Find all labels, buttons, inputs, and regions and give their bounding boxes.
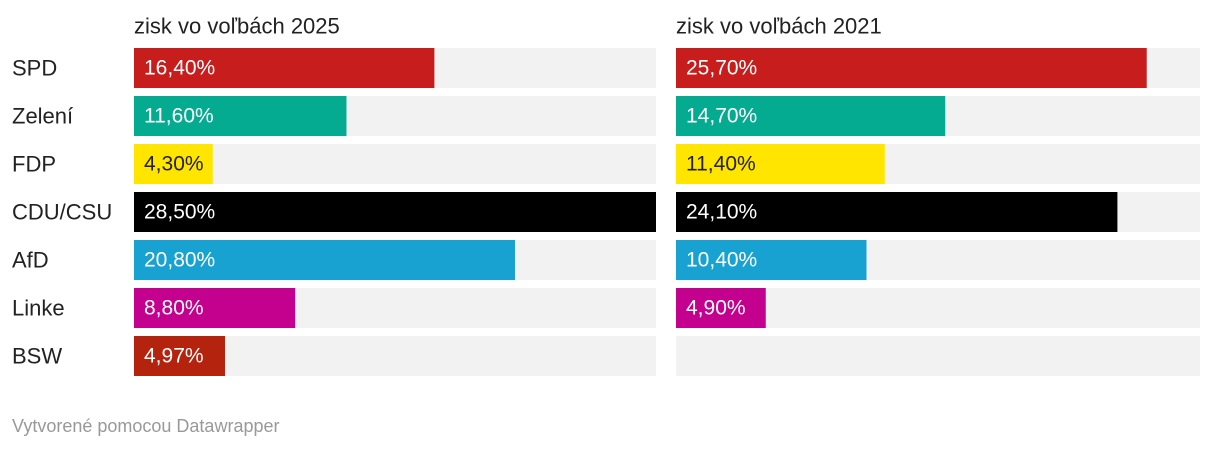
bar-1-0 <box>676 48 1147 88</box>
value-label-1-4: 10,40% <box>686 249 757 272</box>
credit-footer: Vytvorené pomocou Datawrapper <box>12 416 280 436</box>
row-label-2: FDP <box>12 152 56 177</box>
bar-0-4 <box>134 240 515 280</box>
value-label-0-4: 20,80% <box>144 249 215 272</box>
bar-1-4 <box>676 240 867 280</box>
bar-0-5 <box>134 288 296 328</box>
bar-0-0 <box>134 48 435 88</box>
bar-0-1 <box>134 96 347 136</box>
bar-track-1-6 <box>676 336 1200 376</box>
bar-1-2 <box>676 144 885 184</box>
bar-1-3 <box>676 192 1118 232</box>
value-label-0-6: 4,97% <box>144 345 204 368</box>
bar-track-0-2 <box>134 144 656 184</box>
bar-chart: SPD Zelení FDP CDU/CSU AfD Linke BSW zisk vo vo… <box>12 14 1200 376</box>
value-label-1-3: 24,10% <box>686 201 757 224</box>
bar-1-5 <box>676 288 766 328</box>
row-label-1: Zelení <box>12 104 73 129</box>
value-label-0-3: 28,50% <box>144 201 215 224</box>
bar-0-3 <box>134 192 656 232</box>
bar-1-1 <box>676 96 946 136</box>
row-label-6: BSW <box>12 344 62 369</box>
value-label-0-5: 8,80% <box>144 297 204 320</box>
panel-title-1: zisk vo voľbách 2021 <box>676 14 882 39</box>
value-label-0-0: 16,40% <box>144 57 215 80</box>
row-label-4: AfD <box>12 248 49 273</box>
row-label-3: CDU/CSU <box>12 200 112 225</box>
panel-title-0: zisk vo voľbách 2025 <box>134 14 340 39</box>
bar-0-2 <box>134 144 213 184</box>
bar-0-6 <box>134 336 226 376</box>
value-label-1-0: 25,70% <box>686 57 757 80</box>
row-label-5: Linke <box>12 296 65 321</box>
value-label-0-1: 11,60% <box>144 105 214 128</box>
row-label-0: SPD <box>12 56 57 81</box>
value-label-1-5: 4,90% <box>686 297 746 320</box>
value-label-1-2: 11,40% <box>686 153 756 176</box>
value-label-0-2: 4,30% <box>144 153 204 176</box>
value-label-1-1: 14,70% <box>686 105 757 128</box>
